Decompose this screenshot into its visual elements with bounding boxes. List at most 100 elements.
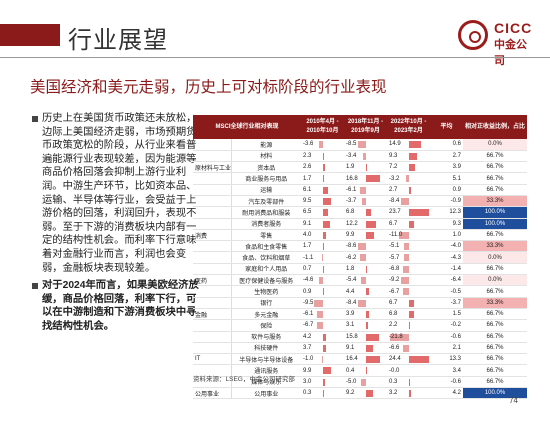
row-group-label [193, 184, 232, 196]
row-average: 4.2 [430, 387, 464, 400]
row-value-v2: 3.1 [344, 319, 388, 332]
row-value-v1: 6.1 [301, 184, 345, 196]
value-number: -9.5 [303, 299, 314, 306]
logo-text-cn: 中金公司 [494, 39, 527, 67]
value-bar [360, 277, 366, 285]
table-row: 食品和主食零售 1.7 -8.6 -5.1 -4.0 33.3% [193, 240, 528, 253]
row-value-v1: -6.1 [301, 308, 345, 321]
value-number: 6.7 [389, 220, 398, 227]
row-group-label [193, 218, 232, 230]
row-value-v2: -8.5 [344, 139, 388, 151]
value-bar [322, 367, 332, 375]
value-number: -4.6 [303, 277, 314, 284]
row-positive-ratio: 100.0% [463, 387, 528, 400]
table-row: 消费 零售 4.0 9.9 -11.0 1.0 66.7% [193, 229, 528, 242]
table-body: 能源 -3.6 -8.5 14.9 0.6 0.0% 材料 2.3 -3.4 9.3 2.7 66.7… [193, 139, 528, 400]
row-industry-name: 公用事业 [231, 387, 302, 400]
row-value-v3: 9.3 [387, 150, 431, 163]
value-bar [314, 299, 323, 307]
row-value-v1: 0.9 [301, 285, 345, 298]
value-number: 1.9 [346, 164, 355, 171]
table-header-row: MSCI全球行业相对表现 2010年4月 - 2010年10月 2018年11月… [193, 115, 528, 139]
value-bar [408, 322, 411, 330]
logo-text-en: CICC [494, 20, 533, 36]
row-value-v3: 7.2 [387, 161, 431, 174]
row-average: 2.1 [430, 342, 464, 355]
value-bar [365, 356, 380, 364]
row-industry-name: 半导体与半导体设备 [231, 353, 302, 366]
table-row: 能源 -3.6 -8.5 14.9 0.6 0.0% [193, 139, 528, 151]
row-average: 5.1 [430, 172, 464, 185]
slide-subtitle: 美国经济和美元走弱，历史上可对标阶段的行业表现 [30, 79, 387, 96]
value-bar [322, 243, 324, 251]
value-number: 4.0 [303, 232, 312, 239]
value-bar [362, 197, 366, 205]
row-positive-ratio: 66.7% [463, 319, 528, 332]
value-number: -6.7 [303, 322, 314, 329]
row-positive-ratio: 0.0% [463, 274, 528, 287]
row-average: 2.7 [430, 150, 464, 163]
value-bar [365, 333, 380, 341]
value-number: 16.8 [346, 175, 358, 182]
title-accent-bar [0, 24, 60, 46]
row-value-v3: -9.2 [387, 274, 431, 287]
msci-industry-table: MSCI全球行业相对表现 2010年4月 - 2010年10月 2018年11月… [193, 115, 528, 400]
header-period-2: 2018年11月 - 2019年9月 [344, 115, 388, 139]
value-bar [408, 141, 422, 148]
value-number: 0.4 [346, 367, 355, 374]
row-industry-name: 消费者服务 [231, 218, 302, 230]
row-value-v1: -4.6 [301, 274, 345, 287]
value-number: -5.0 [346, 378, 357, 385]
row-positive-ratio: 33.3% [463, 195, 528, 208]
row-value-v3: -6.8 [387, 263, 431, 276]
table-row: 商业服务与用品 1.7 16.8 -3.2 5.1 66.7% [193, 172, 528, 185]
value-bar [322, 378, 326, 386]
value-bar [365, 390, 374, 398]
row-value-v3: 6.7 [387, 297, 431, 309]
row-industry-name: 媒体与娱乐 [231, 376, 302, 389]
row-group-label [193, 263, 232, 276]
row-average: -4.0 [430, 240, 464, 253]
row-value-v1: 1.7 [301, 240, 345, 253]
row-positive-ratio: 66.7% [463, 161, 528, 174]
value-number: 6.1 [303, 186, 312, 193]
value-number: -11.0 [389, 232, 403, 239]
row-positive-ratio: 66.7% [463, 263, 528, 276]
row-positive-ratio: 66.7% [463, 308, 528, 321]
value-number: 3.1 [346, 322, 355, 329]
table-row: 公用事业 公用事业 0.3 9.2 3.2 4.2 100.0% [193, 387, 528, 400]
row-group-label [193, 139, 232, 151]
value-number: -5.7 [389, 254, 400, 261]
row-group-label [193, 364, 232, 377]
value-number: 12.2 [346, 220, 358, 227]
row-value-v3: -21.8 [387, 331, 431, 343]
value-number: -0.0 [389, 367, 400, 374]
value-number: 4.2 [303, 333, 312, 340]
cicc-logo: CICC 中金公司 [458, 18, 536, 67]
row-value-v3: -3.2 [387, 172, 431, 185]
row-average: -0.2 [430, 319, 464, 332]
row-value-v2: 9.2 [344, 387, 388, 400]
value-bar [402, 344, 409, 352]
value-bar [402, 265, 409, 273]
value-number: 9.9 [346, 232, 355, 239]
table-row: 银行 -9.5 -8.4 6.7 -3.7 33.3% [193, 297, 528, 309]
row-industry-name: 生物医药 [231, 285, 302, 298]
row-positive-ratio: 66.7% [463, 353, 528, 366]
table-row: 保险 -6.7 3.1 2.2 -0.2 66.7% [193, 319, 528, 332]
title-divider [0, 57, 550, 58]
row-group-label: 公用事业 [193, 387, 232, 400]
value-number: 1.7 [303, 243, 312, 250]
value-number: 6.7 [389, 299, 398, 306]
value-bar [319, 141, 323, 148]
value-bar [361, 378, 366, 386]
row-value-v3: -6.7 [387, 285, 431, 298]
row-average: 0.6 [430, 139, 464, 151]
row-value-v3: 0.3 [387, 376, 431, 389]
row-industry-name: 通讯服务 [231, 364, 302, 377]
value-bar [358, 243, 366, 251]
value-bar [365, 322, 369, 330]
value-number: 0.9 [303, 288, 312, 295]
row-group-label: 医药 [193, 274, 232, 287]
value-bar [358, 299, 366, 307]
